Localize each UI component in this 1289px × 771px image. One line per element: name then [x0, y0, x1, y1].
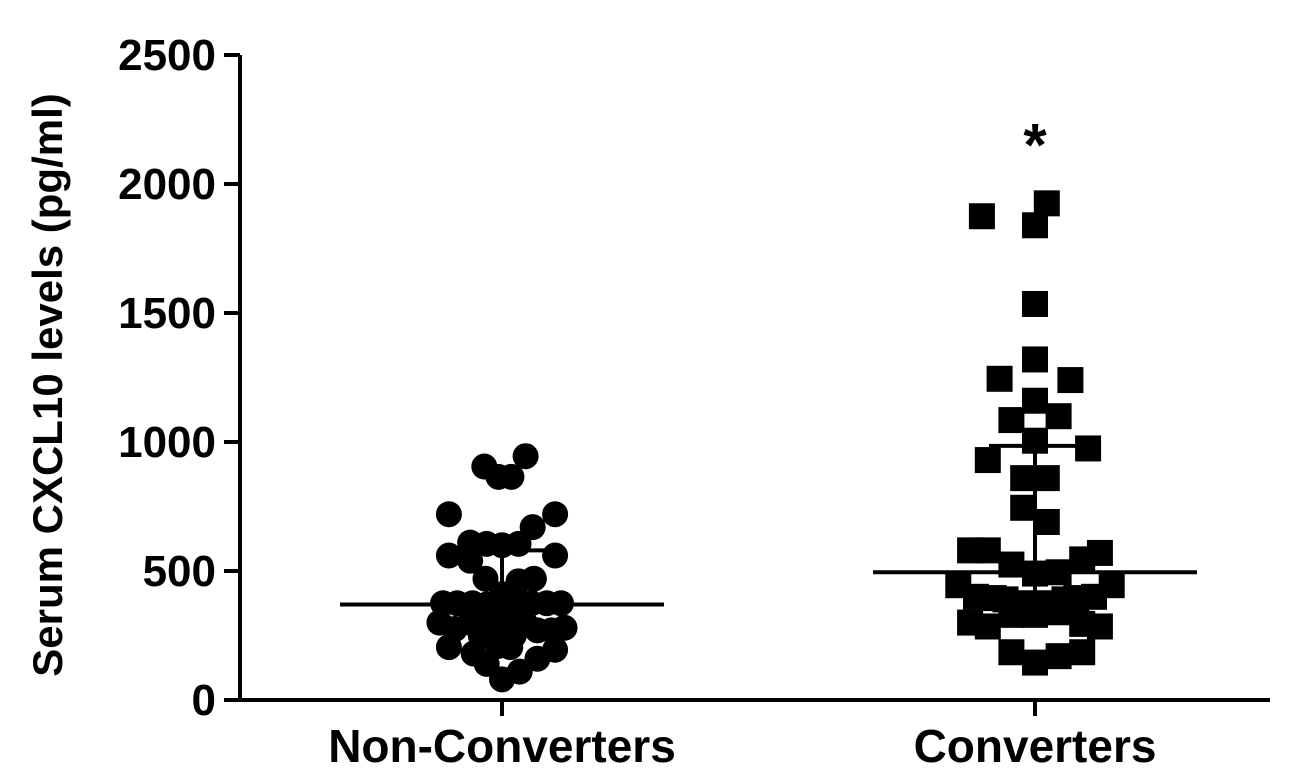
data-point-square — [1010, 494, 1037, 521]
annotations: * — [1023, 111, 1047, 178]
data-point-square — [1022, 387, 1048, 414]
data-point-circle — [551, 614, 578, 641]
data-point-square — [998, 639, 1025, 666]
data-point-circle — [520, 565, 547, 592]
data-point-circle — [435, 542, 462, 569]
data-point-square — [1022, 290, 1048, 317]
data-point-circle — [435, 634, 462, 661]
data-point-square — [1022, 346, 1048, 373]
axes — [238, 55, 1270, 702]
data-point-square — [1022, 601, 1048, 628]
y-axis-title: Serum CXCL10 levels (pg/ml) — [24, 93, 71, 677]
data-point-square — [986, 365, 1013, 392]
data-point-square — [1022, 649, 1048, 676]
data-point-square — [974, 613, 1001, 640]
data-point-circle — [512, 443, 539, 470]
x-ticks: Non-Converters Converters — [328, 700, 1156, 771]
y-tick-label: 1500 — [118, 289, 216, 338]
x-tick-label: Non-Converters — [328, 720, 676, 771]
data-point-square — [1033, 465, 1060, 492]
data-point-square — [1045, 403, 1072, 430]
median-iqr-bars — [340, 443, 1197, 633]
data-point-circle — [472, 565, 499, 592]
data-point-square — [1022, 212, 1048, 239]
significance-asterisk: * — [1023, 111, 1047, 178]
data-point-circle — [542, 501, 569, 528]
data-point-circle — [542, 636, 569, 663]
data-point-square — [1033, 190, 1060, 217]
y-tick-label: 2000 — [118, 160, 216, 209]
data-points — [426, 190, 1125, 693]
x-tick-label: Converters — [914, 720, 1157, 771]
data-point-circle — [497, 634, 524, 661]
data-point-circle — [498, 463, 525, 490]
data-point-square — [1069, 546, 1096, 573]
data-point-square — [1069, 639, 1096, 666]
data-point-square — [1075, 435, 1102, 462]
data-point-square — [1086, 613, 1113, 640]
data-point-square — [974, 537, 1001, 564]
data-point-square — [1045, 643, 1072, 670]
data-point-circle — [519, 514, 546, 541]
data-point-square — [974, 447, 1001, 474]
data-point-square — [998, 407, 1025, 434]
data-point-square — [998, 601, 1025, 628]
data-point-square — [968, 203, 995, 230]
data-point-circle — [435, 501, 462, 528]
data-point-circle — [457, 547, 484, 574]
data-point-square — [1057, 367, 1084, 394]
y-ticks: 0 500 1000 1500 2000 2500 — [118, 31, 240, 725]
y-tick-label: 2500 — [118, 31, 216, 80]
data-point-square — [1010, 465, 1037, 492]
y-tick-label: 500 — [143, 547, 216, 596]
y-tick-label: 1000 — [118, 418, 216, 467]
data-point-circle — [542, 542, 569, 569]
y-tick-label: 0 — [192, 676, 216, 725]
data-point-square — [1033, 508, 1060, 535]
data-point-square — [1081, 583, 1107, 610]
data-point-square — [1045, 599, 1072, 626]
data-point-circle — [489, 666, 515, 693]
